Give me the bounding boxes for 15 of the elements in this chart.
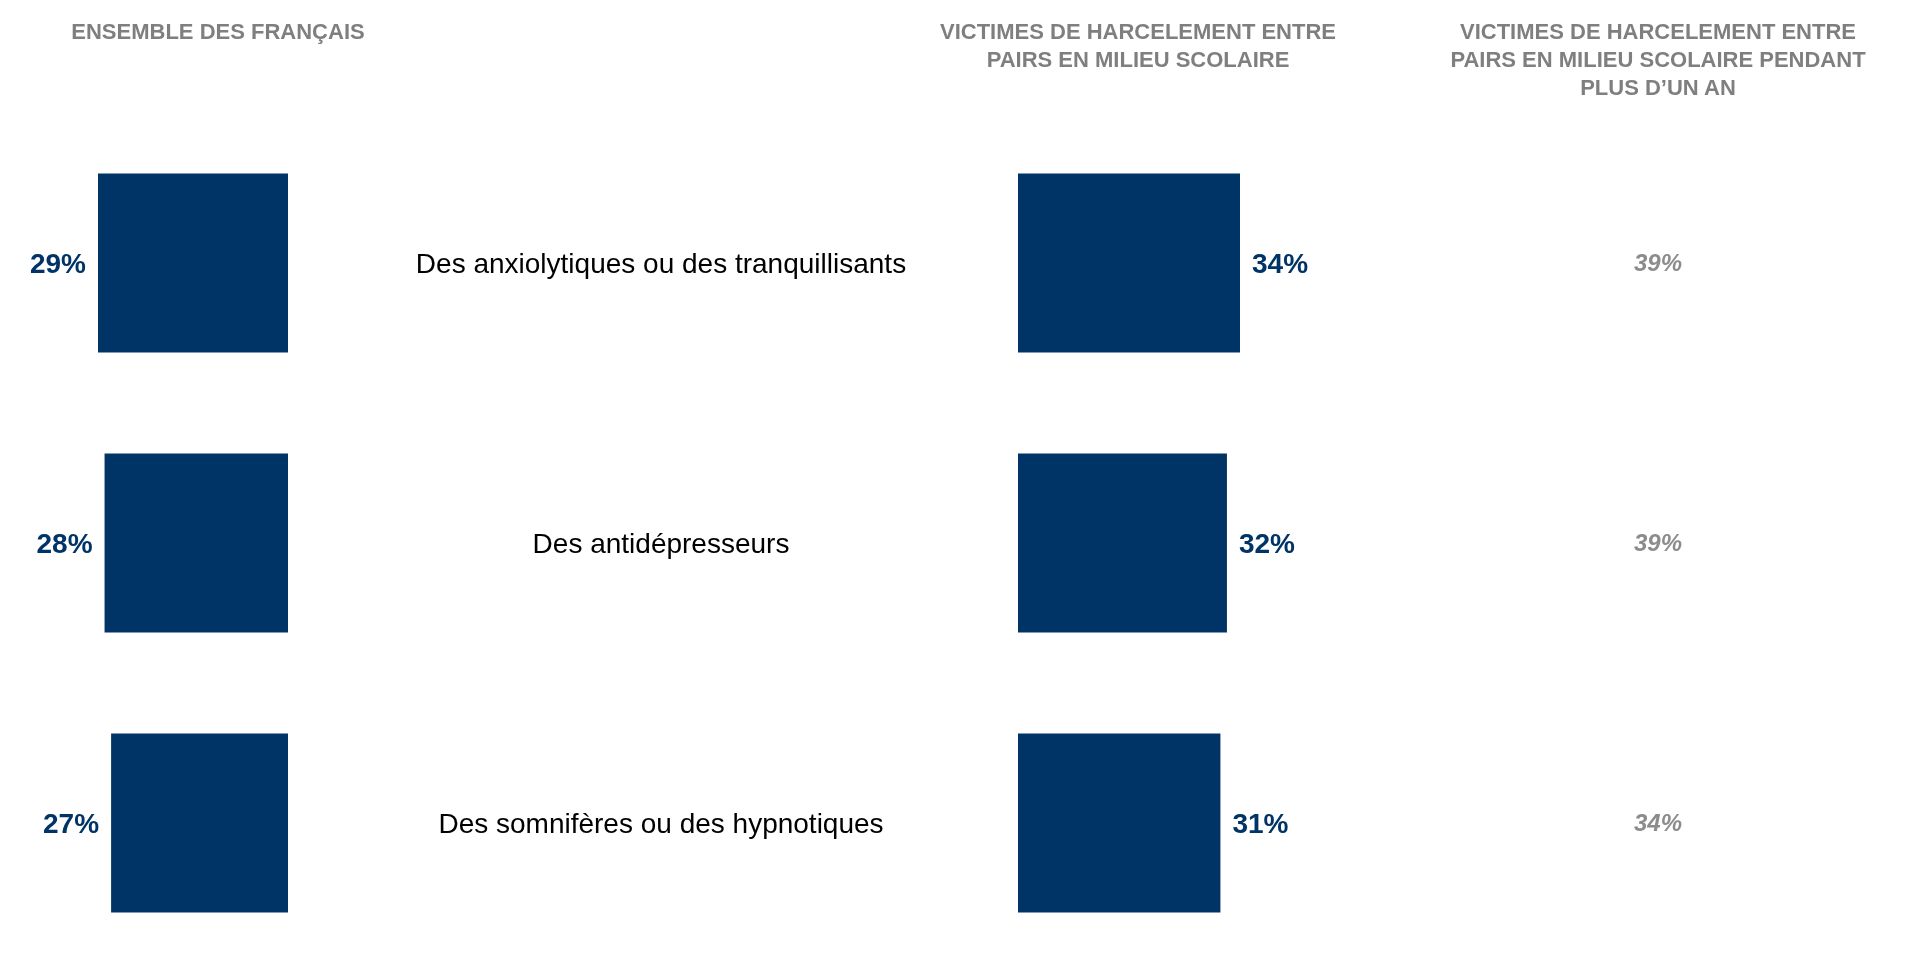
data-label: 28% xyxy=(36,527,93,559)
data-label: 29% xyxy=(29,247,87,279)
text: VICTIMES DE HARCELEMENT ENTRE PAIRS EN MILIEU SCOLAIRE PENDANT PLUS D’UN AN xyxy=(1449,18,1867,102)
data-label: 32% xyxy=(1238,527,1296,559)
y-tick-label: Des antidépresseurs xyxy=(532,527,790,559)
text: 39% xyxy=(1632,529,1683,557)
data-label: 34% xyxy=(1252,247,1309,279)
y-tick-label: Des somnifères ou des hypnotiques xyxy=(438,807,884,839)
y-tick-label: Des anxiolytiques ou des tranquillisants xyxy=(415,247,907,279)
data-label: 27% xyxy=(43,807,100,839)
text: 34% xyxy=(1632,809,1683,837)
data-label: 31% xyxy=(1232,807,1289,839)
chart-title: VICTIMES DE HARCELEMENT ENTRE PAIRS EN MILIEU SCOLAIRE xyxy=(939,18,1337,74)
text: 39% xyxy=(1632,249,1683,277)
chart-title: ENSEMBLE DES FRANÇAIS xyxy=(70,18,366,46)
